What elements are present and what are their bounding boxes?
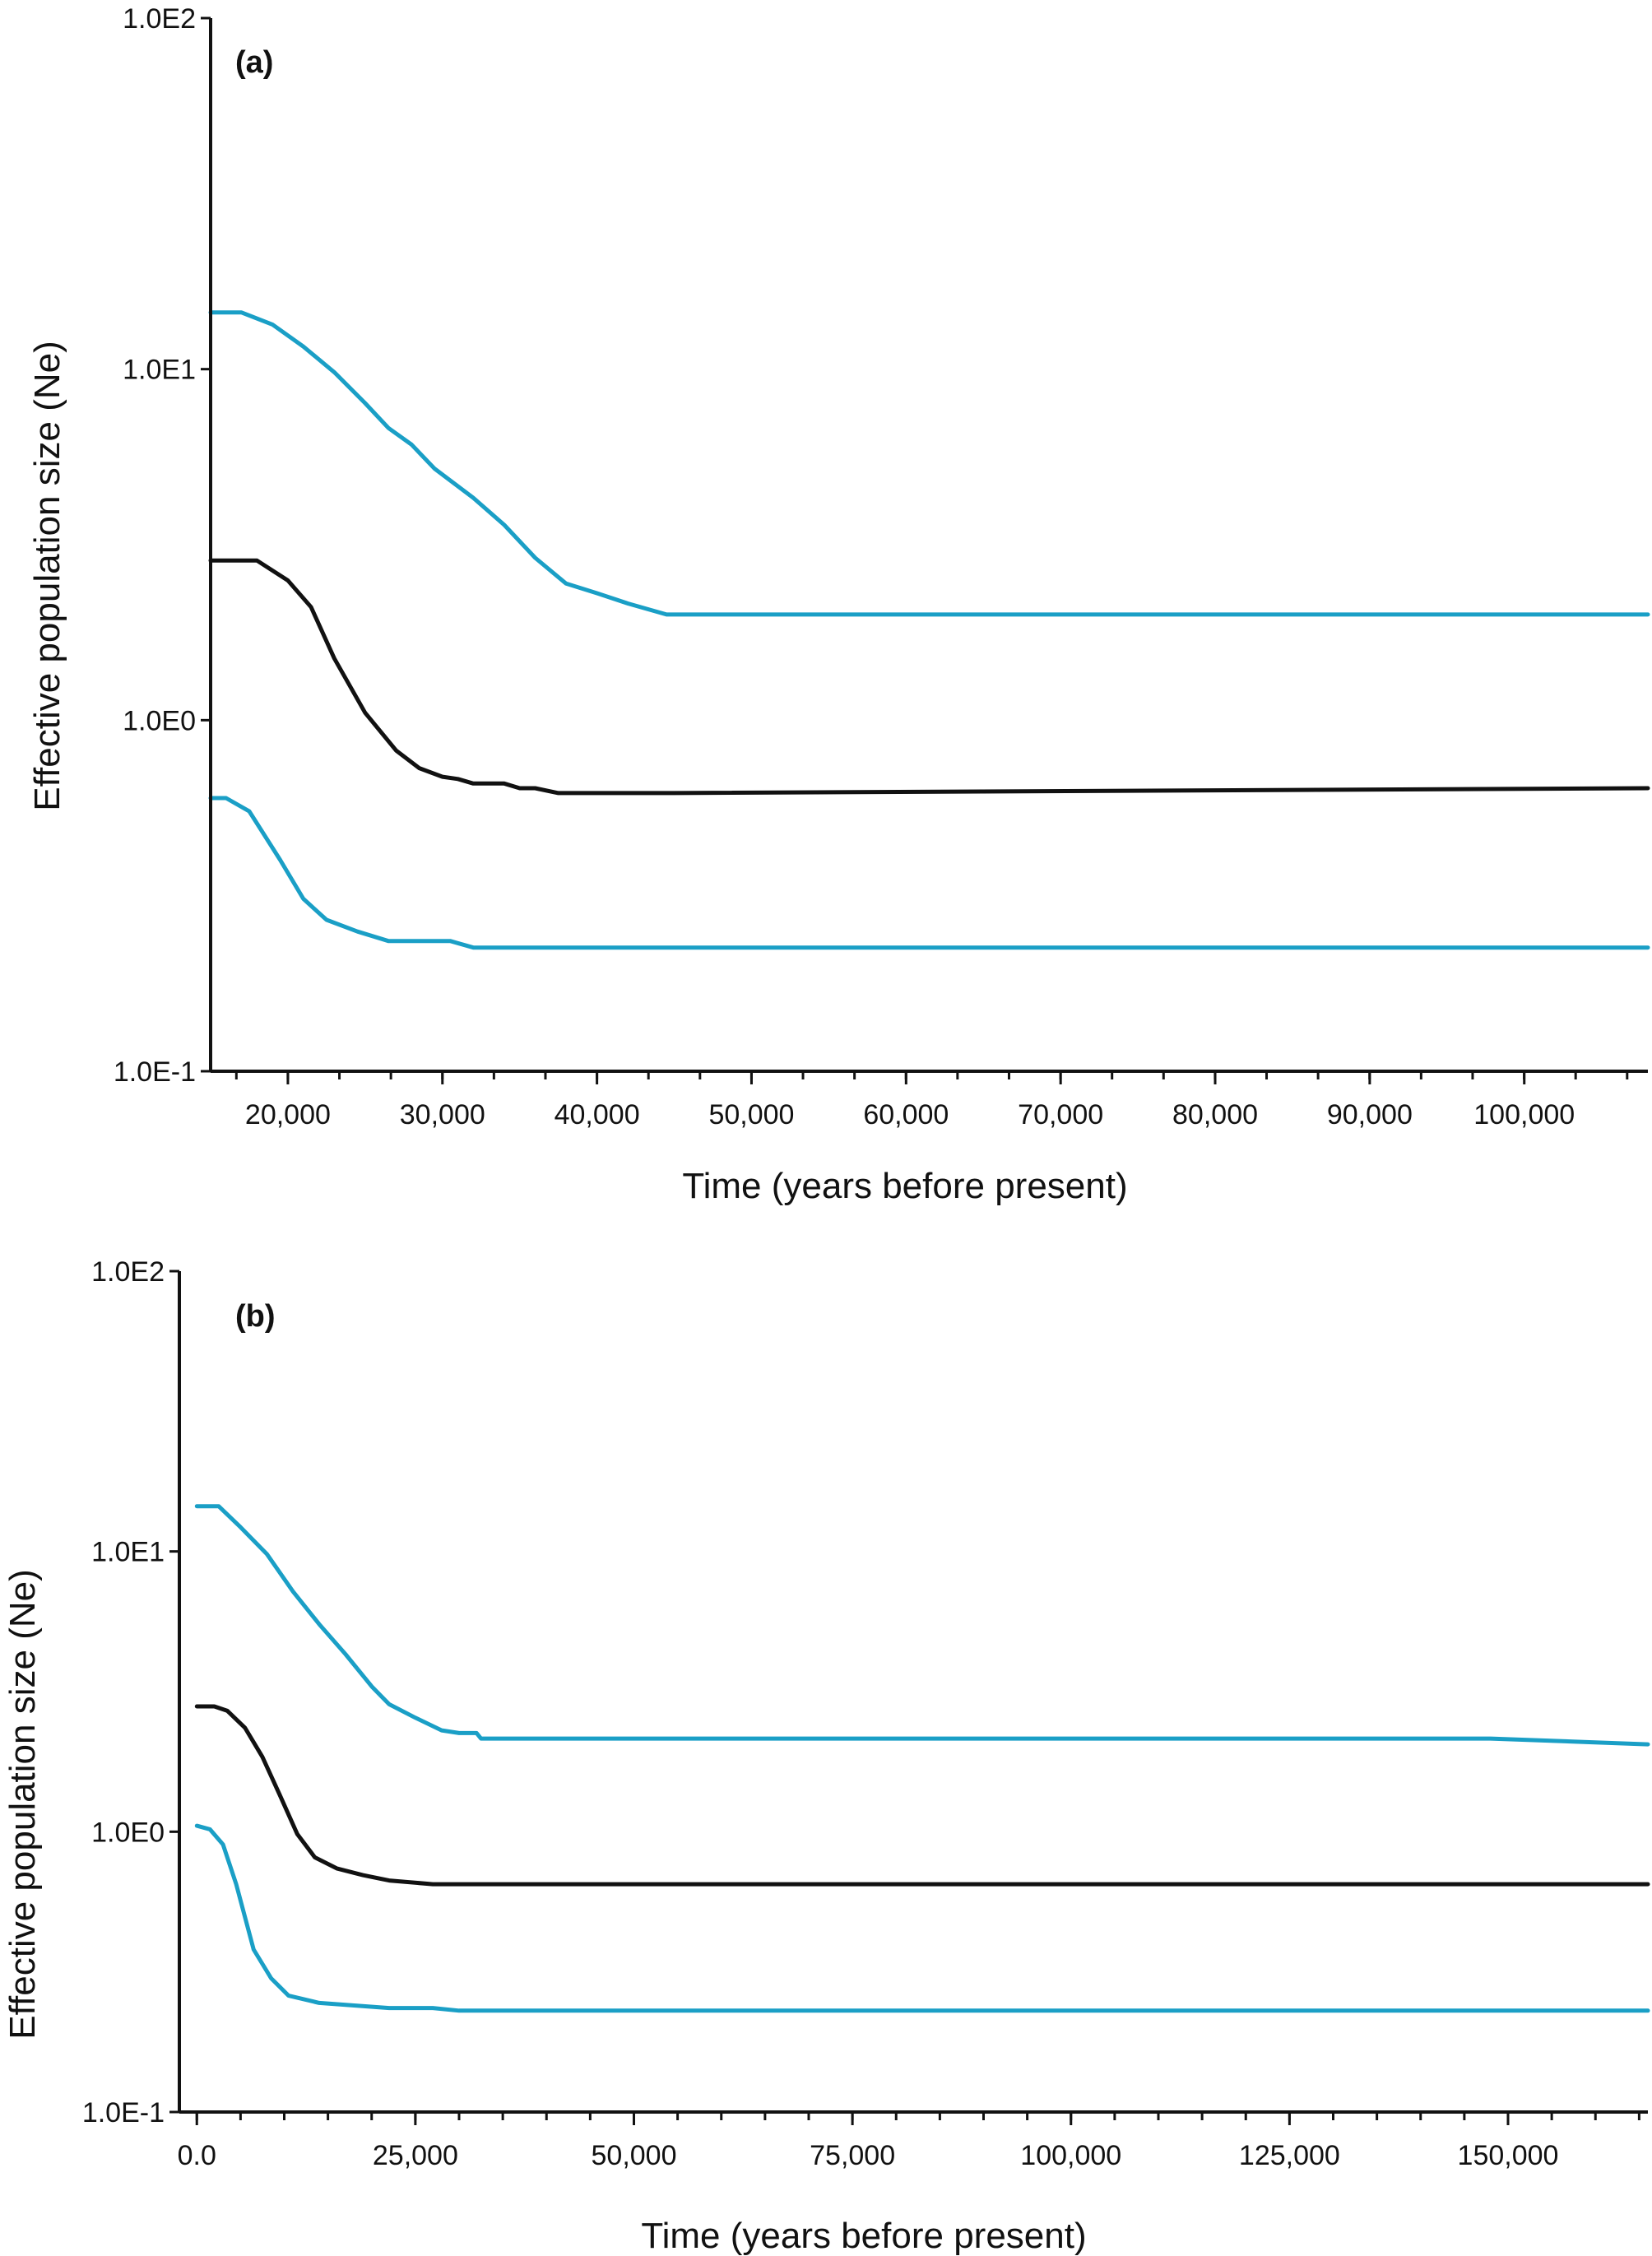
y-tick-label: 1.0E2: [123, 3, 196, 35]
series-line-median: [208, 558, 1650, 796]
x-axis-title-b: Time (years before present): [641, 2216, 1086, 2256]
x-tick-label: 75,000: [810, 2140, 895, 2171]
series-line-lower: [194, 1823, 1650, 2013]
x-ticks-b: 0.0 25,000 50,000 75,000 100,000 125,000 150,0…: [178, 2112, 1640, 2171]
x-tick-label: 100,000: [1020, 2140, 1121, 2171]
x-tick-label: 100,000: [1473, 1099, 1575, 1130]
series-line-lower: [208, 796, 1650, 950]
x-tick-label: 25,000: [373, 2140, 458, 2171]
y-tick-label: 1.0E1: [91, 1537, 165, 1568]
y-ticks-a: 1.0E-1 1.0E0 1.0E1 1.0E2: [114, 3, 211, 1088]
x-tick-label: 70,000: [1018, 1099, 1103, 1130]
y-tick-label: 1.0E-1: [114, 1056, 196, 1088]
y-tick-label: 1.0E1: [123, 355, 196, 386]
x-tick-label: 150,000: [1458, 2140, 1559, 2171]
x-tick-label: 125,000: [1239, 2140, 1340, 2171]
x-tick-label: 60,000: [863, 1099, 949, 1130]
x-axis-title-a: Time (years before present): [682, 1166, 1127, 1206]
chart-panel-b: (b) Effective population size (Ne) Time …: [2, 1256, 1650, 2256]
panel-label-a: (a): [235, 45, 273, 80]
series-line-upper: [208, 310, 1650, 617]
axes-b: [178, 1271, 1648, 2114]
y-tick-label: 1.0E0: [123, 705, 196, 736]
x-tick-label: 30,000: [400, 1099, 485, 1130]
y-axis-title-b: Effective population size (Ne): [2, 1569, 43, 2039]
y-tick-label: 1.0E2: [91, 1256, 165, 1288]
panel-label-b: (b): [235, 1299, 276, 1334]
axes-a: [209, 18, 1648, 1073]
series-line-upper: [194, 1504, 1650, 1747]
y-tick-label: 1.0E0: [91, 1817, 165, 1848]
y-ticks-b: 1.0E-1 1.0E0 1.0E1 1.0E2: [82, 1256, 179, 2128]
x-tick-label: 40,000: [555, 1099, 640, 1130]
x-ticks-a: 20,000 30,000 40,000 50,000 60,000 70,000 80,0…: [234, 1071, 1629, 1130]
x-tick-label: 50,000: [708, 1099, 794, 1130]
series-lines-a: [208, 310, 1650, 950]
x-tick-label: 20,000: [245, 1099, 331, 1130]
x-tick-label: 80,000: [1172, 1099, 1258, 1130]
x-tick-label: 50,000: [592, 2140, 677, 2171]
x-tick-label: 90,000: [1327, 1099, 1413, 1130]
series-lines-b: [194, 1504, 1650, 2013]
x-tick-label: 0.0: [178, 2140, 216, 2171]
y-tick-label: 1.0E-1: [82, 2097, 165, 2128]
chart-panel-a: (a) Effective population size (Ne) Time …: [27, 3, 1650, 1206]
series-line-median: [194, 1704, 1650, 1887]
y-axis-title-a: Effective population size (Ne): [27, 341, 67, 810]
